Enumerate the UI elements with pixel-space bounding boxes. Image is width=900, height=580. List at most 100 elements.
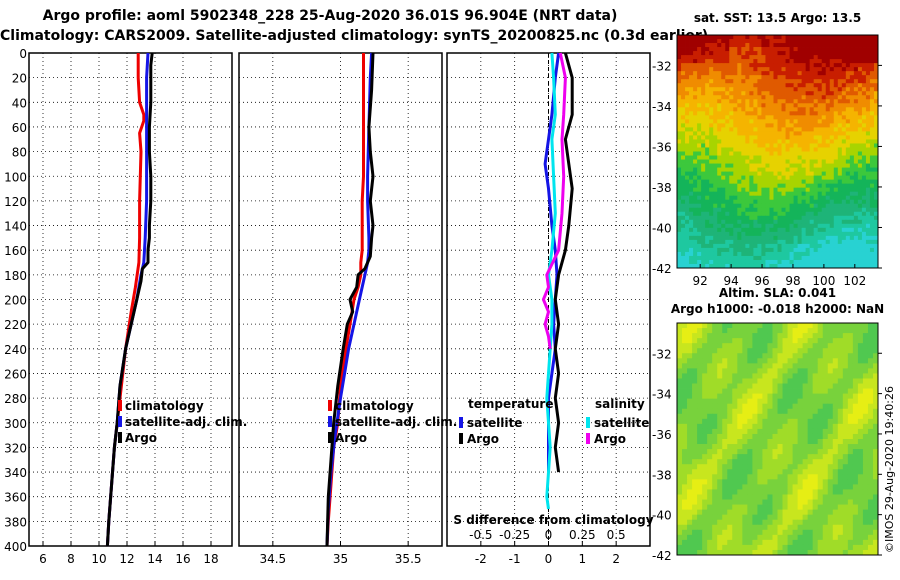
- x-tick-label: 35: [333, 552, 348, 566]
- legend-swatch: [586, 417, 590, 428]
- legend-label: Argo: [594, 432, 626, 446]
- legend-label: satellite: [467, 416, 522, 430]
- top-x-tick-label: 0.25: [569, 528, 596, 542]
- legend-label: satellite-adj. clim.: [125, 415, 247, 429]
- y-tick-label: -40: [652, 221, 672, 235]
- y-tick-label: 0: [19, 47, 27, 61]
- legend-swatch: [328, 432, 332, 443]
- legend-swatch: [586, 433, 590, 444]
- y-tick-label: 160: [4, 244, 27, 258]
- legend-swatch: [328, 416, 332, 427]
- sst-map-title: sat. SST: 13.5 Argo: 13.5: [694, 11, 861, 25]
- legend-label: climatology: [335, 399, 414, 413]
- y-tick-label: -36: [652, 140, 672, 154]
- x-tick-label: -2: [475, 552, 487, 566]
- x-tick-label: 94: [723, 274, 738, 288]
- legend-label: Argo: [125, 431, 157, 445]
- y-tick-label: 380: [4, 515, 27, 529]
- legend-label: climatology: [125, 399, 204, 413]
- legend-swatch: [328, 400, 332, 411]
- legend-label: Argo: [467, 432, 499, 446]
- top-x-tick-label: -0.5: [469, 528, 492, 542]
- series-line-argo: [325, 52, 375, 547]
- legend-title-temperature: temperature: [468, 397, 553, 411]
- sla-map-title: Altim. SLA: 0.041: [719, 286, 836, 300]
- y-tick-label: 120: [4, 195, 27, 209]
- y-tick-label: 320: [4, 441, 27, 455]
- y-tick-label: 140: [4, 220, 27, 234]
- top-x-tick-label: 0.5: [607, 528, 626, 542]
- y-tick-label: 260: [4, 367, 27, 381]
- series-line-salinity-satellite: [545, 52, 557, 510]
- y-tick-label: -32: [652, 347, 672, 361]
- sla-map-frame: [676, 322, 879, 556]
- y-tick-label: 300: [4, 417, 27, 431]
- sla-map-heatmap: [677, 323, 879, 556]
- legend-swatch: [459, 417, 463, 428]
- top-x-tick-label: 0: [545, 528, 553, 542]
- sst-map-heatmap: [677, 35, 879, 269]
- x-tick-label: 35.5: [395, 552, 422, 566]
- legend-label: Argo: [335, 431, 367, 445]
- x-tick-label: 10: [91, 552, 106, 566]
- x-tick-label: 34.5: [259, 552, 286, 566]
- y-tick-label: 240: [4, 343, 27, 357]
- legend-title-salinity: salinity: [595, 397, 645, 411]
- y-tick-label: 340: [4, 466, 27, 480]
- legend-swatch: [118, 400, 122, 411]
- y-tick-label: -40: [652, 509, 672, 523]
- chart-subtitle: Climatology: CARS2009. Satellite-adjuste…: [0, 28, 709, 44]
- y-tick-label: 280: [4, 392, 27, 406]
- sla-map-subtitle: Argo h1000: -0.018 h2000: NaN: [671, 302, 884, 316]
- y-tick-label: 400: [4, 540, 27, 554]
- legend-swatch: [118, 416, 122, 427]
- y-tick-label: 40: [12, 96, 27, 110]
- x-tick-label: 18: [203, 552, 218, 566]
- x-tick-label: 6: [39, 552, 47, 566]
- y-tick-label: 200: [4, 294, 27, 308]
- y-tick-label: 220: [4, 318, 27, 332]
- legend-label: satellite: [594, 416, 649, 430]
- y-tick-label: -34: [652, 100, 672, 114]
- y-tick-label: 180: [4, 269, 27, 283]
- y-tick-label: 20: [12, 72, 27, 86]
- x-tick-label: 1: [579, 552, 587, 566]
- series-line-salinity-argo: [541, 52, 567, 350]
- x-tick-label: 2: [612, 552, 620, 566]
- series-line-satellite-adj-clim-: [325, 52, 374, 547]
- top-x-tick-label: -0.25: [499, 528, 530, 542]
- x-tick-label: 98: [785, 274, 800, 288]
- x-tick-label: 12: [119, 552, 134, 566]
- x-tick-label: 102: [843, 274, 866, 288]
- y-tick-label: 80: [12, 146, 27, 160]
- legend-label: satellite-adj. clim.: [335, 415, 457, 429]
- x-tick-label: 0: [545, 552, 553, 566]
- chart-title: Argo profile: aoml 5902348_228 25-Aug-20…: [42, 8, 618, 24]
- series-line-argo: [105, 52, 154, 547]
- y-tick-label: -42: [652, 549, 672, 563]
- x-tick-label: 100: [812, 274, 835, 288]
- y-tick-label: -38: [652, 468, 672, 482]
- copyright-label: ©IMOS 29-Aug-2020 19:40:26: [883, 386, 896, 553]
- temperature-profile-frame: [28, 52, 233, 547]
- y-tick-label: -34: [652, 388, 672, 402]
- x-tick-label: 96: [754, 274, 769, 288]
- x-tick-label: 14: [147, 552, 162, 566]
- y-tick-label: 360: [4, 491, 27, 505]
- sst-map-frame: [676, 34, 879, 269]
- x-tick-label: 92: [693, 274, 708, 288]
- x-tick-label: 8: [67, 552, 75, 566]
- series-line-temperature-argo: [553, 52, 574, 473]
- x-tick-label: 16: [175, 552, 190, 566]
- y-tick-label: 60: [12, 121, 27, 135]
- y-tick-label: -36: [652, 428, 672, 442]
- legend-swatch: [459, 433, 463, 444]
- y-tick-label: -38: [652, 181, 672, 195]
- y-tick-label: 100: [4, 170, 27, 184]
- x-tick-label: -1: [509, 552, 521, 566]
- top-x-axis-label: S difference from climatology: [453, 513, 653, 527]
- legend-swatch: [118, 432, 122, 443]
- y-tick-label: -42: [652, 262, 672, 276]
- y-tick-label: -32: [652, 59, 672, 73]
